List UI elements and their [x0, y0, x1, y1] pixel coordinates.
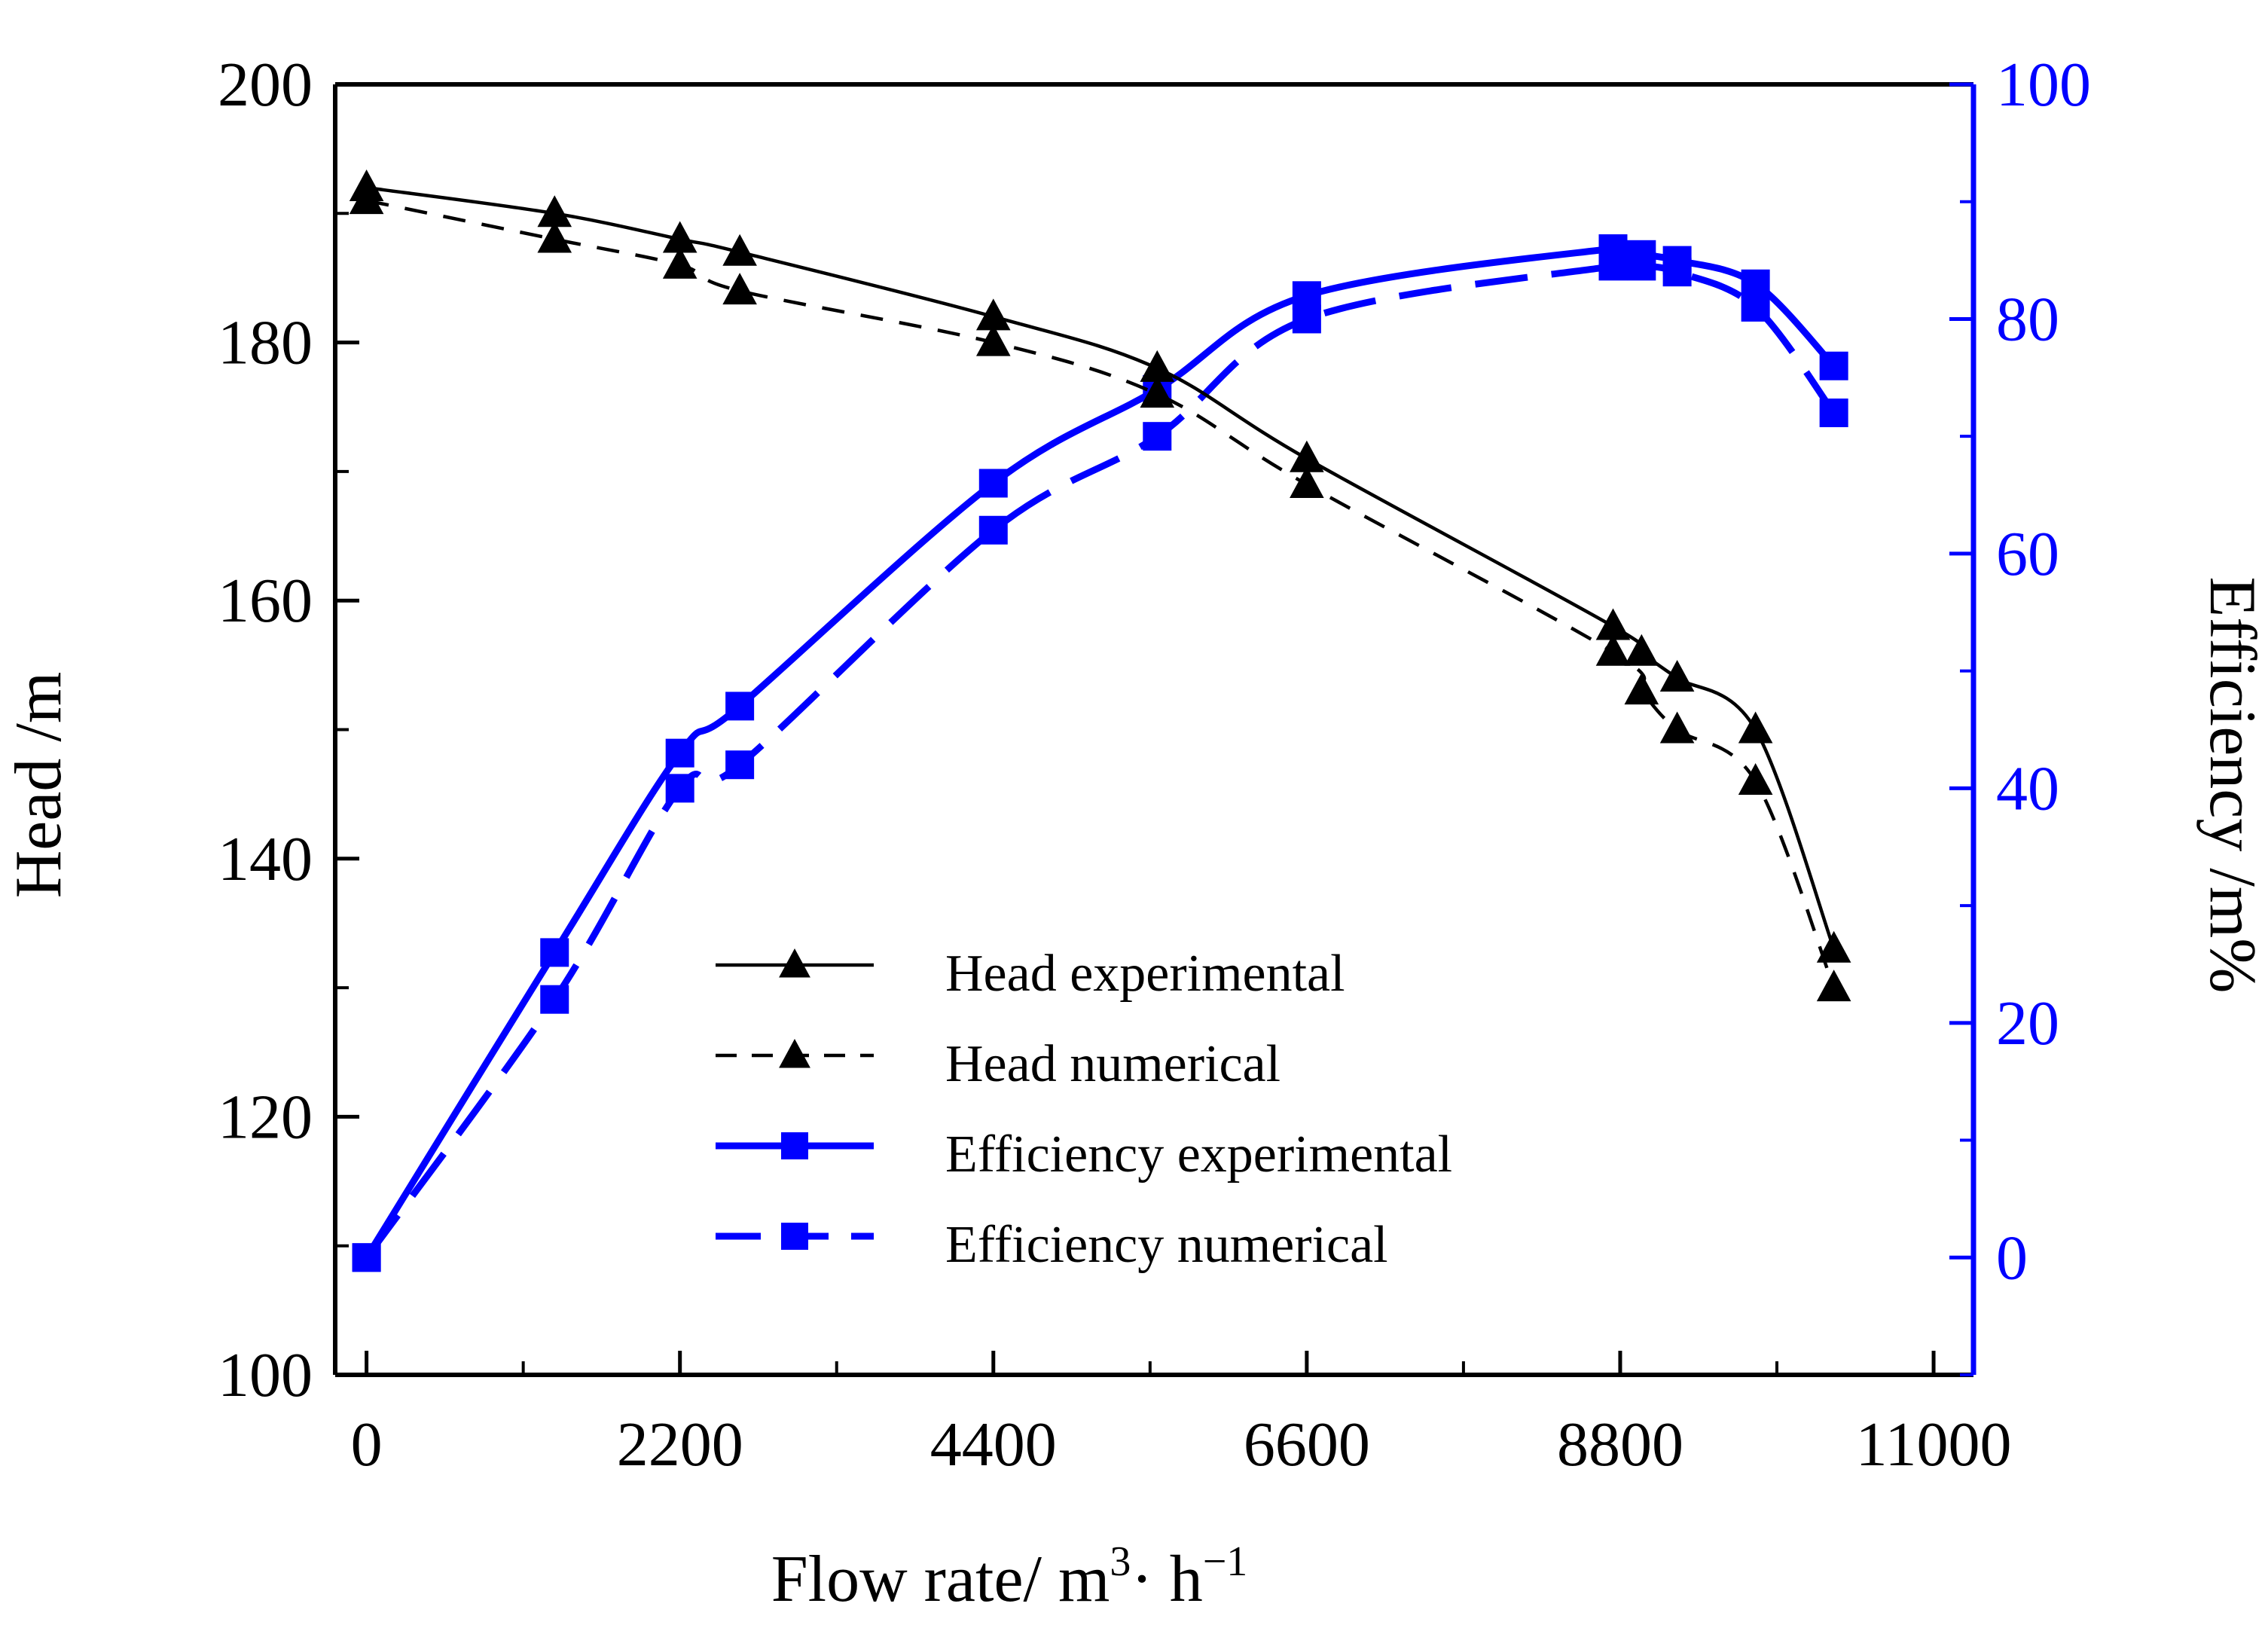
data-point-head-experimental — [1816, 930, 1851, 963]
x-tick-label: 2200 — [617, 1410, 743, 1480]
legend-swatch-marker-efficiency-experimental — [781, 1132, 808, 1159]
data-point-head-experimental — [1290, 440, 1324, 472]
data-point-efficiency-experimental — [1662, 246, 1692, 275]
x-tick-label: 4400 — [930, 1410, 1057, 1480]
legend-label-head-numerical: Head numerical — [945, 1035, 1281, 1093]
data-point-head-numerical — [1140, 376, 1175, 408]
axes: 0 2200 4400 6600 8800 11000100120140160180200… — [218, 50, 2091, 1480]
y-left-tick-label: 120 — [218, 1082, 313, 1152]
data-point-efficiency-experimental — [1741, 269, 1770, 298]
series-efficiency-experimental — [352, 234, 1848, 1272]
data-point-head-numerical — [1816, 970, 1851, 1002]
data-point-head-numerical — [1738, 763, 1773, 796]
y-right-tick-label: 60 — [1996, 519, 2059, 589]
data-point-efficiency-experimental — [1627, 240, 1656, 269]
y-right-tick-label: 80 — [1996, 284, 2059, 354]
x-axis-title: Flow rate/ m3· h−1 — [771, 1538, 1248, 1616]
data-point-head-experimental — [975, 298, 1011, 331]
data-point-head-numerical — [975, 324, 1011, 356]
data-point-head-experimental — [1738, 711, 1773, 744]
y-left-tick-label: 100 — [218, 1340, 313, 1410]
data-point-head-numerical — [1290, 466, 1324, 499]
data-point-head-experimental — [722, 234, 757, 266]
data-point-efficiency-numerical — [540, 985, 569, 1014]
legend-swatch-marker-head-experimental — [779, 948, 810, 978]
y-left-tick-label: 140 — [218, 824, 313, 894]
series-line-head-experimental — [366, 185, 1836, 950]
y-axis-left-title: Head /m — [2, 672, 75, 899]
data-point-efficiency-numerical — [978, 515, 1008, 545]
data-point-efficiency-experimental — [1819, 351, 1848, 380]
data-point-head-numerical — [1595, 634, 1631, 666]
data-point-efficiency-numerical — [1819, 399, 1848, 428]
data-point-efficiency-experimental — [352, 1243, 381, 1272]
series-head-experimental — [349, 170, 1851, 963]
data-point-efficiency-numerical — [1143, 422, 1172, 451]
data-point-head-experimental — [1624, 634, 1659, 666]
plot-series — [349, 170, 1851, 1272]
data-point-efficiency-numerical — [665, 774, 694, 803]
data-point-head-experimental — [537, 195, 572, 228]
data-point-head-numerical — [722, 273, 757, 305]
y-right-tick-label: 0 — [1996, 1223, 2028, 1293]
y-right-tick-label: 20 — [1996, 988, 2059, 1058]
data-point-efficiency-experimental — [1598, 234, 1628, 264]
legend-swatch-marker-efficiency-numerical — [781, 1223, 808, 1250]
data-point-efficiency-experimental — [1292, 281, 1321, 310]
legend-label-head-experimental: Head experimental — [945, 945, 1345, 1003]
data-point-head-experimental — [1659, 659, 1695, 692]
x-axis-title-text: Flow rate/ m — [771, 1543, 1110, 1616]
y-axis-right-title: Efficiency /m% — [2196, 576, 2268, 993]
data-point-head-experimental — [1140, 350, 1175, 382]
x-tick-label: 8800 — [1557, 1410, 1683, 1480]
y-left-tick-label: 200 — [218, 50, 313, 120]
series-line-efficiency-numerical — [363, 258, 1837, 1260]
data-point-head-numerical — [1659, 711, 1695, 744]
data-point-efficiency-experimental — [978, 469, 1008, 498]
series-line-head-numerical — [366, 198, 1836, 988]
legend-background — [682, 934, 1796, 1303]
data-point-efficiency-experimental — [665, 738, 694, 768]
x-axis-title-sup2: −1 — [1203, 1538, 1248, 1585]
legend-label-efficiency-numerical: Efficiency numerical — [945, 1216, 1388, 1274]
y-left-tick-label: 180 — [218, 308, 313, 378]
data-point-head-experimental — [349, 170, 384, 202]
x-tick-label: 11000 — [1856, 1410, 2012, 1480]
x-tick-label: 6600 — [1244, 1410, 1370, 1480]
data-point-efficiency-experimental — [725, 692, 755, 721]
y-right-tick-label: 40 — [1996, 753, 2059, 823]
y-left-tick-label: 160 — [218, 566, 313, 636]
x-tick-label: 0 — [351, 1410, 383, 1480]
x-axis-title-sup1: 3 — [1110, 1538, 1131, 1585]
y-right-tick-label: 100 — [1996, 50, 2091, 120]
legend: Head experimental Head numerical Efficie… — [682, 934, 1796, 1303]
data-point-head-numerical — [1624, 673, 1659, 705]
data-point-head-numerical — [537, 221, 572, 253]
data-point-efficiency-experimental — [540, 938, 569, 967]
data-point-head-experimental — [662, 221, 697, 253]
data-point-head-numerical — [662, 246, 697, 279]
series-line-efficiency-experimental — [363, 243, 1836, 1260]
x-axis-title-mid: · h — [1131, 1543, 1202, 1616]
data-point-efficiency-numerical — [725, 750, 755, 780]
legend-swatch-marker-head-numerical — [779, 1039, 810, 1068]
series-head-numerical — [349, 182, 1851, 1002]
data-point-head-experimental — [1595, 608, 1631, 640]
legend-label-efficiency-experimental: Efficiency experimental — [945, 1125, 1452, 1184]
